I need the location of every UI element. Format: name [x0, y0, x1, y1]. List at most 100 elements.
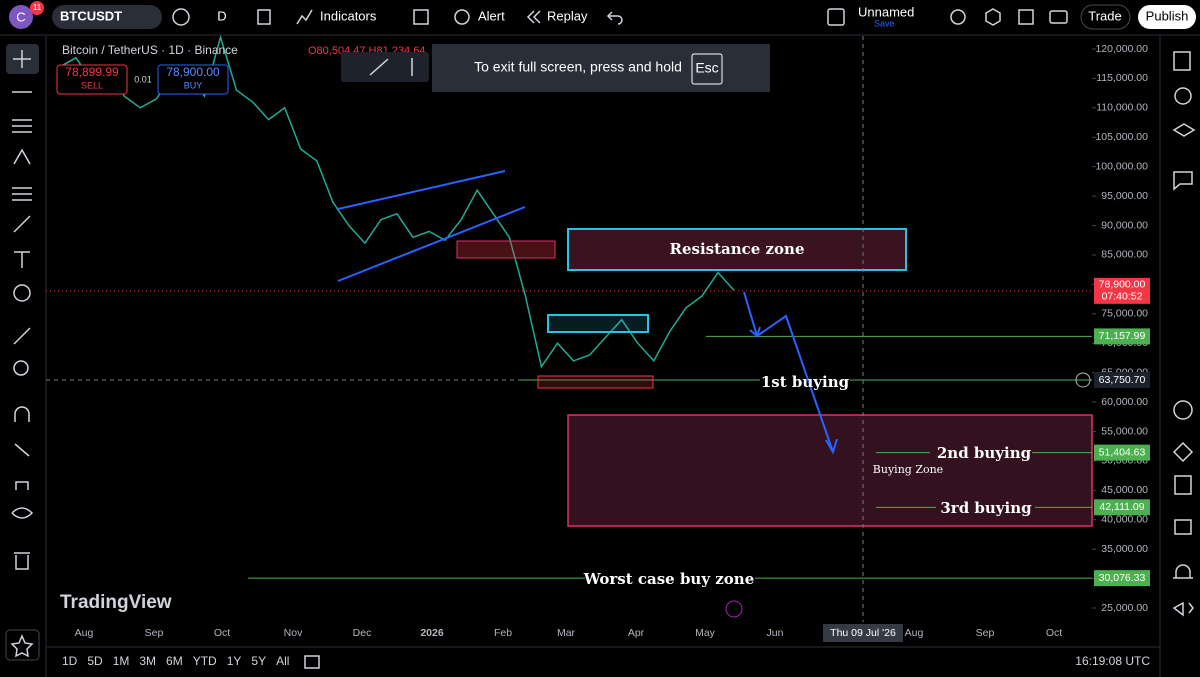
- time-label: Sep: [145, 627, 164, 639]
- sell-button[interactable]: [56, 64, 128, 95]
- settings[interactable]: [985, 8, 1001, 26]
- measure[interactable]: [13, 327, 31, 345]
- buying-zone-label: Buying Zone: [873, 463, 943, 476]
- price-tick-label: 55,000.00: [1101, 425, 1148, 437]
- drawing-toolbar: [341, 52, 429, 82]
- range-box: [547, 314, 649, 333]
- time-label: Aug: [75, 627, 94, 639]
- sell-price: 78,899.99: [65, 65, 119, 79]
- quick-search[interactable]: [950, 9, 966, 25]
- drawing-tools[interactable]: [12, 91, 32, 268]
- interval[interactable]: D: [217, 8, 226, 23]
- range-button[interactable]: 6M: [166, 654, 183, 668]
- time-label: Feb: [494, 627, 512, 639]
- symbol-search[interactable]: [52, 5, 162, 29]
- range-button[interactable]: YTD: [193, 654, 217, 668]
- chart-pane: 120,000.00 115,000.00 110,000.00 105,000.00…: [46, 34, 1150, 642]
- time-label: Dec: [353, 627, 372, 639]
- fullscreen[interactable]: [1018, 9, 1034, 25]
- right-sidebar: [1159, 36, 1196, 677]
- top-bar: C 11 BTCUSDT D Indicators Alert Replay U…: [9, 1, 1196, 30]
- projection-arrow: [743, 291, 834, 453]
- buy-label: BUY: [184, 80, 203, 90]
- time-label: 2026: [420, 627, 444, 639]
- level-label: 51,404.63: [1099, 446, 1146, 458]
- buy-price: 78,900.00: [166, 65, 220, 79]
- range-button[interactable]: 1D: [62, 654, 78, 668]
- price-tick-label: 40,000.00: [1101, 514, 1148, 526]
- level-label: 63,750.70: [1099, 374, 1146, 386]
- avatar[interactable]: [9, 5, 33, 29]
- symbol-title: Bitcoin / TetherUS · 1D · Binance: [62, 43, 238, 57]
- price-tick-label: 35,000.00: [1101, 543, 1148, 555]
- bottom-bar: 16:19:08 UTC 1D 5D 1M 3M 6M YTD 1Y 5Y All: [62, 654, 1150, 669]
- indicators-icon: [296, 9, 313, 25]
- time-label: Jun: [767, 627, 784, 639]
- crosshair-icon: [13, 50, 31, 68]
- event-icon[interactable]: [725, 600, 743, 618]
- layout-name[interactable]: Unnamed: [858, 4, 914, 19]
- crosshair-date: Thu 09 Jul '26: [830, 627, 896, 639]
- worst-case-label: Worst case buy zone: [583, 570, 755, 588]
- price-tick-label: 90,000.00: [1101, 219, 1148, 231]
- sidebar-clock[interactable]: [1174, 87, 1192, 105]
- icon-tool[interactable]: [13, 284, 31, 302]
- sidebar-icons-lower[interactable]: [1172, 441, 1194, 617]
- qty: 0.01: [134, 74, 152, 84]
- zoom[interactable]: [13, 360, 29, 376]
- chart-type[interactable]: [257, 9, 271, 25]
- publish-button[interactable]: [1138, 5, 1196, 29]
- favorites[interactable]: [5, 629, 40, 661]
- range-button[interactable]: 5D: [87, 654, 103, 668]
- time-label: Aug: [905, 627, 924, 639]
- annotations: Resistance zone 1st buying 2nd buying Bu…: [56, 43, 1032, 618]
- indicators[interactable]: Indicators: [320, 8, 377, 23]
- fullscreen-hint-text: To exit full screen, press and hold: [474, 59, 682, 75]
- first-buying-label: 1st buying: [761, 373, 850, 391]
- add-symbol[interactable]: [172, 8, 190, 26]
- range-button[interactable]: 1Y: [227, 654, 242, 668]
- price-tick-label: 60,000.00: [1101, 396, 1148, 408]
- date-range[interactable]: [304, 655, 320, 669]
- buy-button[interactable]: [157, 64, 229, 95]
- price-tick-label: 45,000.00: [1101, 484, 1148, 496]
- price-tick-label: 25,000.00: [1101, 602, 1148, 614]
- templates[interactable]: [413, 9, 429, 25]
- countdown: 07:40:52: [1102, 291, 1143, 303]
- replay[interactable]: Replay: [547, 8, 588, 23]
- screenshot[interactable]: [1049, 10, 1068, 24]
- price-tick-label: 75,000.00: [1101, 308, 1148, 320]
- range-button[interactable]: 1M: [113, 654, 130, 668]
- price-tick-label: 115,000.00: [1096, 72, 1148, 84]
- demand-box: [537, 375, 654, 389]
- time-label: Sep: [976, 627, 995, 639]
- save[interactable]: Save: [874, 18, 895, 28]
- sidebar-pulse[interactable]: [1173, 400, 1193, 420]
- clock: 16:19:08 UTC: [1075, 654, 1150, 668]
- drawing-toolbar-icons[interactable]: [369, 58, 413, 76]
- badge-count: 11: [33, 3, 42, 12]
- range-button[interactable]: 3M: [139, 654, 156, 668]
- crosshair-add[interactable]: [1075, 372, 1091, 388]
- level-label: 30,076.33: [1099, 572, 1146, 584]
- time-label: Apr: [628, 627, 645, 639]
- range-button[interactable]: All: [276, 654, 289, 668]
- range-button[interactable]: 5Y: [251, 654, 266, 668]
- time-label: Oct: [214, 627, 230, 639]
- arrow-heads: [749, 326, 838, 455]
- left-toolbar: [5, 44, 40, 661]
- trade-button[interactable]: [1080, 4, 1131, 30]
- layout-checkbox[interactable]: [827, 8, 845, 26]
- wedge-top: [337, 170, 506, 210]
- more-tools[interactable]: [11, 406, 34, 570]
- level-box: [1094, 328, 1150, 345]
- sidebar-icons[interactable]: [1172, 51, 1196, 191]
- alert-icon: [454, 9, 470, 25]
- level-label: 71,157.99: [1099, 330, 1146, 342]
- avatar-letter: C: [16, 9, 25, 24]
- alert[interactable]: Alert: [478, 8, 505, 23]
- crosshair-date-box: [823, 624, 903, 642]
- undo[interactable]: [606, 11, 623, 25]
- replay-icon: [526, 10, 541, 24]
